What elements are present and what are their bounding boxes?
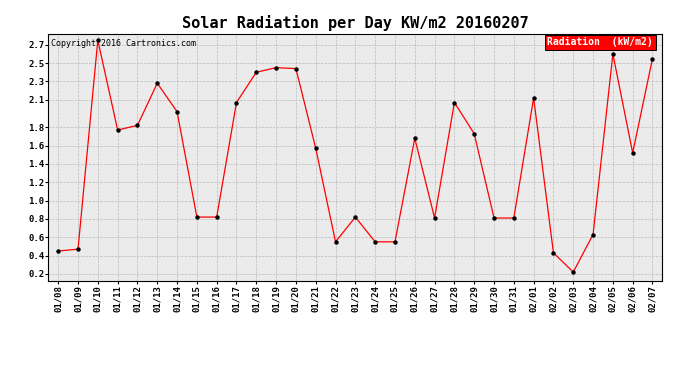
Title: Solar Radiation per Day KW/m2 20160207: Solar Radiation per Day KW/m2 20160207 (182, 15, 529, 31)
Text: Radiation  (kW/m2): Radiation (kW/m2) (547, 38, 653, 48)
Text: Copyright 2016 Cartronics.com: Copyright 2016 Cartronics.com (51, 39, 197, 48)
